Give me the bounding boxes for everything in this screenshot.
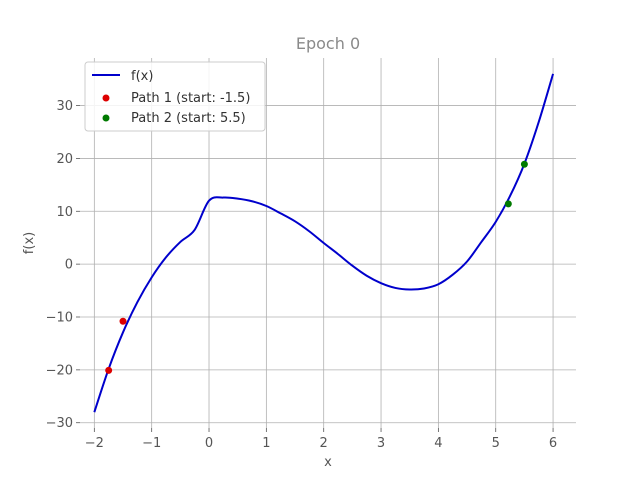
x-tick-label: 1	[262, 436, 270, 451]
x-tick-label: 6	[549, 436, 557, 451]
path2-point	[520, 160, 528, 168]
y-tick-label: −30	[46, 416, 73, 431]
path1-point	[119, 317, 127, 325]
x-tick-label: −1	[142, 436, 161, 451]
legend: f(x) Path 1 (start: -1.5) Path 2 (start:…	[84, 61, 266, 132]
x-ticks: −2 −1 0 1 2 3 4 5 6	[85, 428, 557, 451]
y-tick-label: 0	[65, 258, 73, 273]
x-tick-label: 5	[492, 436, 500, 451]
y-tick-label: 30	[56, 99, 73, 114]
x-tick-label: 0	[205, 436, 213, 451]
chart-title: Epoch 0	[296, 34, 360, 53]
x-tick-label: 3	[377, 436, 385, 451]
x-tick-label: −2	[85, 436, 104, 451]
y-tick-label: −20	[46, 363, 73, 378]
y-tick-label: 10	[56, 205, 73, 220]
legend-swatch-path1	[102, 94, 110, 102]
series-line-fx	[93, 73, 555, 413]
path1-point	[105, 366, 113, 374]
x-tick-label: 4	[434, 436, 442, 451]
legend-label-fx: f(x)	[131, 69, 153, 84]
legend-swatch-path2	[102, 114, 110, 122]
y-tick-label: −10	[46, 311, 73, 326]
legend-label-path1: Path 1 (start: -1.5)	[131, 91, 250, 106]
y-tick-label: 20	[56, 152, 73, 167]
y-axis-label: f(x)	[22, 232, 37, 254]
path2-point	[504, 200, 512, 208]
legend-label-path2: Path 2 (start: 5.5)	[131, 111, 246, 126]
x-tick-label: 2	[320, 436, 328, 451]
y-ticks: −30 −20 −10 0 10 20 30	[46, 99, 80, 431]
series-layer	[93, 73, 555, 413]
x-axis-label: x	[324, 455, 332, 470]
legend-box	[84, 61, 266, 132]
